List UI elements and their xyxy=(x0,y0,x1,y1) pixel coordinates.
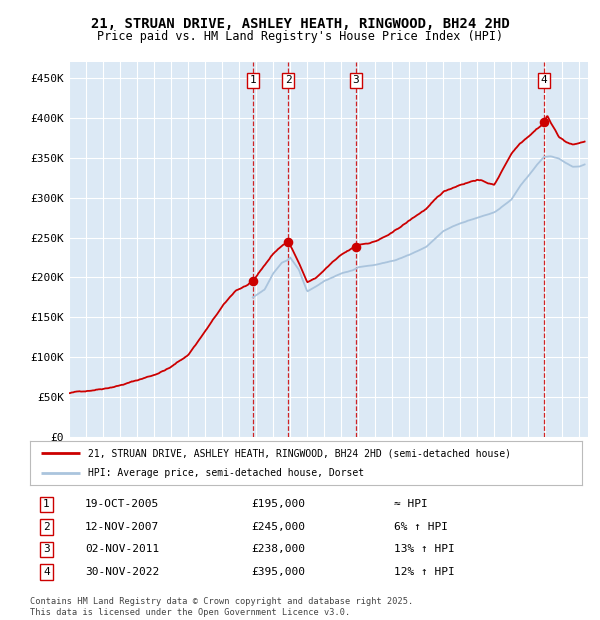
Text: 4: 4 xyxy=(43,567,50,577)
Text: ≈ HPI: ≈ HPI xyxy=(394,499,428,509)
Point xyxy=(248,277,257,286)
Text: HPI: Average price, semi-detached house, Dorset: HPI: Average price, semi-detached house,… xyxy=(88,468,364,478)
Text: 3: 3 xyxy=(352,76,359,86)
Text: 21, STRUAN DRIVE, ASHLEY HEATH, RINGWOOD, BH24 2HD (semi-detached house): 21, STRUAN DRIVE, ASHLEY HEATH, RINGWOOD… xyxy=(88,448,511,458)
Text: Price paid vs. HM Land Registry's House Price Index (HPI): Price paid vs. HM Land Registry's House … xyxy=(97,30,503,43)
Text: 12% ↑ HPI: 12% ↑ HPI xyxy=(394,567,455,577)
Text: £395,000: £395,000 xyxy=(251,567,305,577)
Text: 3: 3 xyxy=(43,544,50,554)
Text: 30-NOV-2022: 30-NOV-2022 xyxy=(85,567,160,577)
Text: 02-NOV-2011: 02-NOV-2011 xyxy=(85,544,160,554)
Text: 6% ↑ HPI: 6% ↑ HPI xyxy=(394,522,448,532)
Point xyxy=(539,117,549,127)
Text: 19-OCT-2005: 19-OCT-2005 xyxy=(85,499,160,509)
Point xyxy=(283,237,293,247)
Text: 1: 1 xyxy=(250,76,256,86)
Text: 2: 2 xyxy=(43,522,50,532)
Text: 13% ↑ HPI: 13% ↑ HPI xyxy=(394,544,455,554)
Text: 4: 4 xyxy=(541,76,547,86)
Text: 12-NOV-2007: 12-NOV-2007 xyxy=(85,522,160,532)
Text: £195,000: £195,000 xyxy=(251,499,305,509)
Text: 2: 2 xyxy=(284,76,292,86)
Text: 1: 1 xyxy=(43,499,50,509)
Text: £245,000: £245,000 xyxy=(251,522,305,532)
Text: Contains HM Land Registry data © Crown copyright and database right 2025.
This d: Contains HM Land Registry data © Crown c… xyxy=(30,598,413,617)
Text: 21, STRUAN DRIVE, ASHLEY HEATH, RINGWOOD, BH24 2HD: 21, STRUAN DRIVE, ASHLEY HEATH, RINGWOOD… xyxy=(91,17,509,32)
Point xyxy=(351,242,361,252)
Text: £238,000: £238,000 xyxy=(251,544,305,554)
